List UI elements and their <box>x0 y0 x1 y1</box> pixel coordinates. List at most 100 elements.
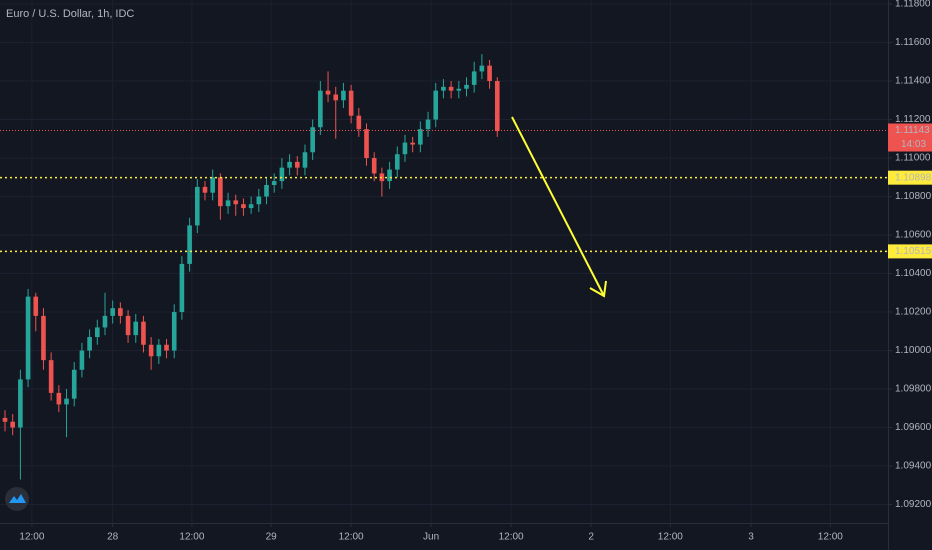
x-tick-label: 28 <box>107 532 119 543</box>
candle-body <box>241 204 246 209</box>
candle-body <box>494 81 500 132</box>
candle-body <box>464 84 469 89</box>
x-tick-label: 12:00 <box>658 532 683 543</box>
arrow-annotation <box>511 116 607 298</box>
candle-body <box>164 344 169 351</box>
candle-body <box>248 204 254 209</box>
candle-body <box>402 142 408 155</box>
candle-body <box>341 90 346 101</box>
price-tag <box>888 170 932 185</box>
candle-body <box>18 379 23 428</box>
candle-body <box>171 312 177 351</box>
price-tag-label: 1.10515 <box>895 246 932 257</box>
y-tick-label: 1.10400 <box>895 268 932 279</box>
candle-body <box>264 184 269 197</box>
x-tick-label: 12:00 <box>818 532 843 543</box>
candle-body <box>418 129 423 145</box>
candle-body <box>118 308 123 316</box>
y-tick-label: 1.11000 <box>895 153 931 164</box>
candle-body <box>333 94 339 101</box>
candle-body <box>102 315 108 328</box>
candle-body <box>441 86 446 91</box>
candle-body <box>125 315 131 336</box>
candle-body <box>94 327 100 338</box>
logo-circle[interactable] <box>5 487 29 511</box>
candle-body <box>141 321 146 345</box>
candle-body <box>48 360 54 393</box>
candle-body <box>364 129 369 159</box>
candle-body <box>271 181 277 185</box>
candle-body <box>133 321 139 336</box>
candle-body <box>456 88 462 91</box>
candle-body <box>64 398 69 405</box>
x-tick-label: 12:00 <box>499 532 524 543</box>
y-tick-label: 1.11400 <box>895 76 931 87</box>
candle-body <box>2 417 8 422</box>
arrow-head <box>589 280 607 298</box>
countdown-tag <box>888 137 932 152</box>
candle-body <box>210 177 215 193</box>
candle-body <box>318 90 323 128</box>
price-tag-label: 1.11143 <box>895 125 930 136</box>
candle-body <box>471 71 477 85</box>
candle-body <box>356 115 362 130</box>
countdown-label: 14:03 <box>901 139 926 150</box>
x-tick-label: 12:00 <box>339 532 364 543</box>
candle-body <box>294 161 300 168</box>
candle-body <box>25 296 31 380</box>
price-tag <box>888 123 932 138</box>
candle-body <box>225 200 231 207</box>
candle-body <box>233 200 239 205</box>
logo-mark[interactable] <box>9 494 26 503</box>
candle-body <box>479 65 485 72</box>
candle-body <box>387 169 392 182</box>
candle-body <box>79 350 85 370</box>
candle-body <box>218 177 223 207</box>
candle-body <box>194 186 200 226</box>
candle-body <box>187 225 192 264</box>
candle-body <box>56 392 62 405</box>
candle-body <box>279 167 285 182</box>
y-tick-label: 1.09600 <box>895 422 932 433</box>
candle-body <box>179 263 185 313</box>
candle-body <box>202 186 208 193</box>
y-tick-label: 1.11200 <box>895 114 931 125</box>
candle-body <box>410 142 415 145</box>
x-tick-label: 12:00 <box>179 532 204 543</box>
candle-body <box>41 315 46 361</box>
x-tick-label: 29 <box>266 532 278 543</box>
y-tick-label: 1.10800 <box>895 191 932 202</box>
candle-body <box>148 344 154 357</box>
y-tick-label: 1.11800 <box>895 0 931 10</box>
candle-body <box>487 65 492 82</box>
candle-body <box>433 90 439 120</box>
y-tick-label: 1.09400 <box>895 461 932 472</box>
y-tick-label: 1.09800 <box>895 384 932 395</box>
chart-title: Euro / U.S. Dollar, 1h, IDC <box>6 8 134 20</box>
y-tick-label: 1.09200 <box>895 499 932 510</box>
candle-body <box>371 158 377 174</box>
candle-body <box>33 296 39 316</box>
candle-body <box>287 161 292 168</box>
candle-body <box>110 308 115 316</box>
candle-body <box>256 196 262 205</box>
candle-body <box>156 344 162 357</box>
y-tick-label: 1.11600 <box>895 37 931 48</box>
candle-body <box>87 337 92 351</box>
logo[interactable] <box>5 487 29 511</box>
y-tick-label: 1.10200 <box>895 307 932 318</box>
price-tag <box>888 244 932 259</box>
candle-body <box>348 90 354 116</box>
arrow-line <box>511 116 605 297</box>
y-tick-label: 1.10600 <box>895 230 932 241</box>
candle-body <box>71 369 77 399</box>
y-tick-label: 1.10000 <box>895 345 932 356</box>
candle-body <box>325 90 331 95</box>
candle-body <box>302 152 308 168</box>
candle-body <box>310 127 315 153</box>
candle-body <box>394 154 400 170</box>
candle-body <box>425 119 431 130</box>
